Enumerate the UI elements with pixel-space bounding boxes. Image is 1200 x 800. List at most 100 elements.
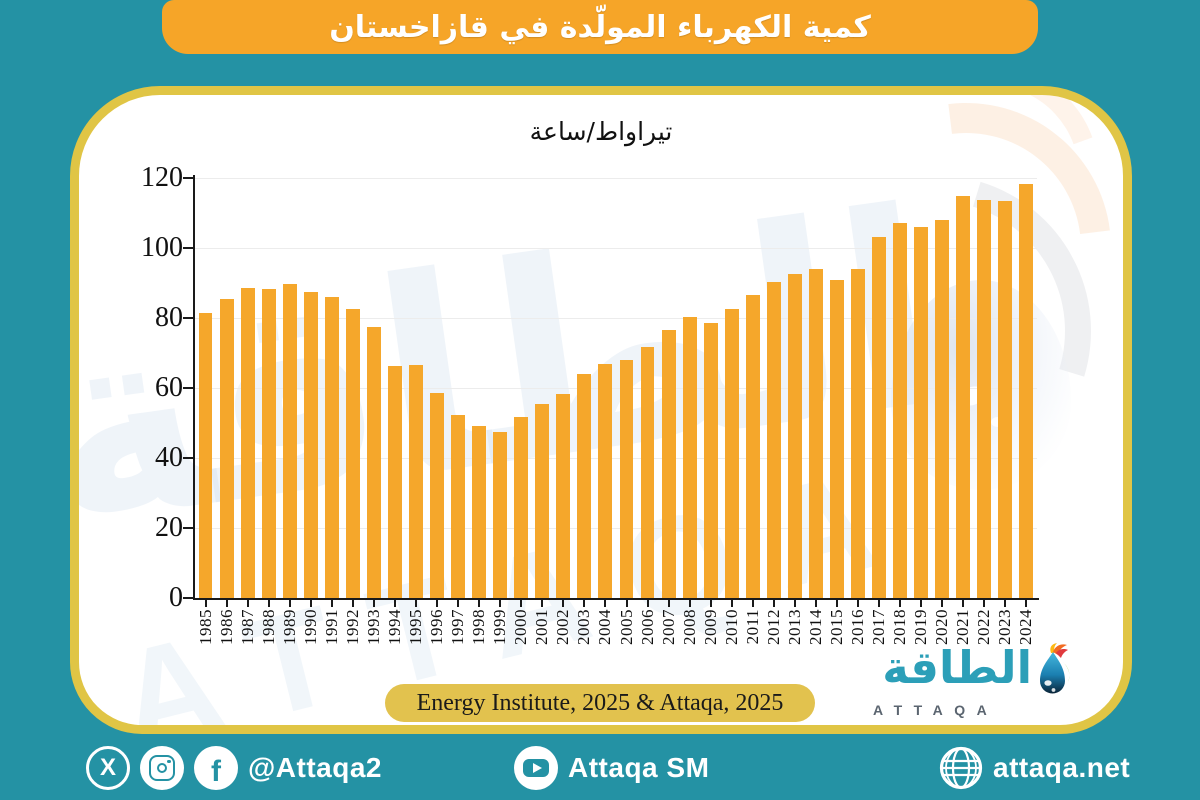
x-tick-label: 2022 (974, 609, 994, 645)
bar-1986 (219, 299, 234, 598)
x-tick-label: 1990 (300, 609, 320, 645)
x-tick-label: 1985 (195, 609, 215, 645)
x-tick-label: 2002 (553, 609, 573, 645)
x-tick-label: 2019 (911, 609, 931, 645)
x-tick-label: 2013 (784, 609, 804, 645)
x-tick-label: 2018 (890, 609, 910, 645)
x-tick-label: 1999 (490, 609, 510, 645)
y-tick-label: 120 (141, 162, 183, 193)
bar-1995 (409, 364, 423, 598)
social-handle: @Attaqa2 (248, 752, 382, 783)
attaqa-logo-arabic: الطاقة (882, 641, 1032, 694)
facebook-icon: f (194, 746, 238, 790)
bar-2017 (872, 237, 886, 598)
website-url: attaqa.net (993, 752, 1131, 783)
x-tick-label: 1989 (279, 609, 299, 645)
attaqa-logo: الطاقة ATTAQA (867, 643, 1071, 718)
source-text: Energy Institute, 2025 & Attaqa, 2025 (416, 689, 784, 716)
bar-2012 (766, 282, 781, 598)
bar-2019 (914, 227, 929, 598)
bar-2014 (808, 268, 823, 598)
bar-2008 (682, 316, 697, 598)
x-tick-label: 2020 (932, 609, 952, 645)
x-tick-label: 2017 (869, 609, 889, 645)
x-tick-label: 1986 (216, 609, 236, 645)
bar-2009 (703, 322, 718, 598)
bar-1996 (430, 392, 444, 598)
x-tick-label: 1993 (363, 609, 383, 645)
page-title: كمية الكهرباء المولّدة في قازاخستان (329, 9, 871, 45)
bar-1991 (324, 297, 339, 598)
chart-unit-title: تيراواط/ساعة (529, 117, 673, 146)
bar-2002 (556, 393, 571, 598)
x-tick-label: 2016 (848, 609, 868, 645)
bar-1999 (493, 431, 508, 598)
y-tick-label: 60 (155, 372, 183, 403)
x-axis-line (193, 598, 1039, 600)
x-tick-label: 2001 (532, 609, 552, 645)
x-tick-label: 2009 (700, 609, 720, 645)
x-tick-label: 2015 (827, 609, 847, 645)
x-tick-label: 2004 (595, 609, 615, 645)
y-tick-label: 20 (155, 512, 183, 543)
x-tick-label: 1998 (469, 609, 489, 645)
bar-2023 (998, 200, 1013, 598)
bar-2006 (640, 347, 655, 598)
bar-2001 (535, 404, 550, 598)
x-tick-label: 1996 (427, 609, 447, 645)
x-tick-label: 1991 (321, 609, 341, 645)
x-tick-label: 1994 (384, 609, 404, 645)
bar-2010 (724, 308, 739, 598)
bar-1997 (451, 415, 466, 598)
bar-1992 (345, 308, 360, 598)
y-tick-label: 100 (141, 232, 183, 263)
x-tick-label: 2008 (679, 609, 699, 645)
chart-card: الطاقة ATTAQA تيراواط/ساعة 0 20 40 60 80 100 1… (70, 86, 1132, 734)
bar-1994 (388, 365, 402, 598)
x-tick-label: 2024 (1016, 609, 1036, 645)
bar-2007 (661, 329, 676, 598)
bar-1998 (472, 425, 487, 598)
x-tick-label: 1988 (258, 609, 278, 645)
bar-2020 (935, 219, 950, 598)
bar-2022 (977, 199, 992, 598)
x-tick-label: 2014 (805, 609, 825, 645)
attaqa-logo-latin: ATTAQA (873, 702, 999, 718)
x-tick-label: 1987 (237, 609, 257, 645)
footer-youtube-group: Attaqa SM (514, 744, 709, 792)
globe-icon (939, 746, 983, 790)
bar-2015 (829, 279, 844, 598)
youtube-icon (514, 746, 558, 790)
x-tick-label: 1997 (448, 609, 468, 645)
bar-2013 (787, 273, 802, 598)
bar-1987 (240, 288, 255, 598)
x-tick-label: 2000 (511, 609, 531, 645)
y-tick-label: 80 (155, 302, 183, 333)
x-tick-label: 2011 (742, 609, 762, 645)
bar-2021 (956, 196, 971, 598)
x-tick-label: 1992 (342, 609, 362, 645)
bar-1985 (198, 313, 213, 598)
bar-2004 (598, 363, 613, 598)
bar-2018 (893, 223, 908, 598)
source-attribution: Energy Institute, 2025 & Attaqa, 2025 (385, 684, 815, 722)
bar-1989 (282, 284, 297, 598)
x-twitter-icon: X (86, 746, 130, 790)
x-tick-label: 1995 (406, 609, 426, 645)
bar-series (195, 178, 1037, 598)
x-tick-label: 2005 (616, 609, 636, 645)
x-tick-label: 2003 (574, 609, 594, 645)
bar-2003 (577, 374, 592, 598)
bar-2016 (851, 268, 865, 598)
y-tick-label: 0 (169, 582, 183, 613)
bar-1988 (261, 288, 276, 598)
x-tick-label: 2021 (953, 609, 973, 645)
bar-2024 (1019, 183, 1034, 598)
bar-2000 (514, 417, 529, 598)
bar-2011 (745, 294, 760, 598)
y-tick-label: 40 (155, 442, 183, 473)
bar-2005 (619, 360, 634, 598)
x-tick-label: 2010 (721, 609, 741, 645)
instagram-icon (140, 746, 184, 790)
